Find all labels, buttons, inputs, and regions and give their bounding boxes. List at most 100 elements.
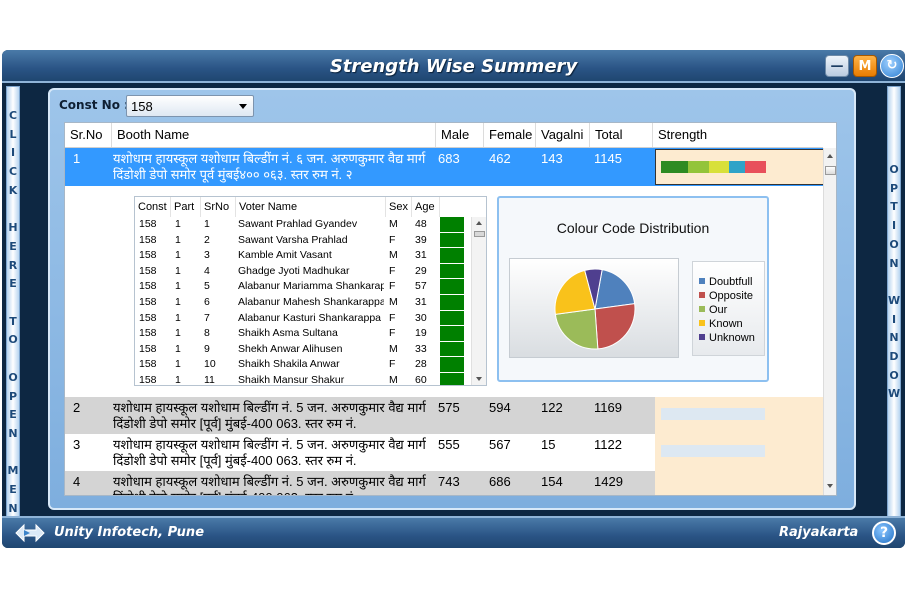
- sidebar-letter: N: [8, 501, 18, 515]
- voter-cell: F: [389, 280, 396, 293]
- sidebar-letter: M: [7, 464, 19, 478]
- voter-col-srno[interactable]: SrNo: [201, 197, 236, 217]
- voter-col-name[interactable]: Voter Name: [236, 197, 386, 217]
- voter-row[interactable]: 158 1 6 Alabanur Mahesh Shankarappa M 31: [135, 295, 471, 311]
- row-srno: 2: [73, 400, 81, 415]
- col-header-srno[interactable]: Sr.No: [65, 123, 112, 147]
- sidebar-letter: T: [9, 314, 17, 328]
- voter-cell: 10: [204, 358, 216, 371]
- voter-status-color: [440, 341, 464, 357]
- voter-cell: 28: [415, 358, 427, 371]
- help-button[interactable]: ?: [872, 521, 896, 545]
- voter-cell: 1: [175, 327, 181, 340]
- voter-row[interactable]: 158 1 8 Shaikh Asma Sultana F 19: [135, 326, 471, 342]
- voter-cell: 158: [139, 342, 157, 355]
- table-row[interactable]: 2 यशोधाम हायस्कूल यशोधाम बिल्डींग नं. 5 …: [65, 397, 823, 434]
- col-header-female[interactable]: Female: [484, 123, 536, 147]
- voter-row[interactable]: 158 1 4 Ghadge Jyoti Madhukar F 29: [135, 263, 471, 280]
- voter-row[interactable]: 158 1 7 Alabanur Kasturi Shankarappa F 30: [135, 310, 471, 327]
- voter-status-color: [440, 357, 464, 372]
- voter-cell: M: [389, 342, 398, 355]
- col-header-booth-name[interactable]: Booth Name: [112, 123, 436, 147]
- voter-status-color: [440, 279, 464, 294]
- voter-status-color: [440, 232, 464, 248]
- voter-col-part[interactable]: Part: [171, 197, 201, 217]
- voter-cell: 6: [204, 296, 210, 308]
- legend-swatch: [699, 334, 705, 340]
- header-divider: [65, 147, 823, 148]
- row-male: 743: [438, 474, 460, 489]
- col-header-male[interactable]: Male: [436, 123, 484, 147]
- pie-slice-known: [554, 269, 596, 315]
- refresh-close-button[interactable]: ↻: [880, 54, 904, 78]
- voter-cell: 57: [415, 280, 427, 293]
- grid-scrollbar[interactable]: [823, 148, 836, 495]
- voter-cell: Sawant Varsha Prahlad: [238, 233, 348, 246]
- voter-cell: Sawant Prahlad Gyandev: [238, 218, 358, 230]
- voter-cell: 1: [204, 218, 210, 230]
- table-row[interactable]: 3 यशोधाम हायस्कूल यशोधाम बिल्डींग नं. 5 …: [65, 434, 823, 471]
- strength-segment: [745, 161, 766, 173]
- voter-status-color: [440, 263, 464, 279]
- sidebar-letter: [7, 444, 19, 463]
- table-row[interactable]: 4 यशोधाम हायस्कूल यशोधाम बिल्डींग नं. 5 …: [65, 471, 823, 495]
- voter-row[interactable]: 158 1 9 Shekh Anwar Alihusen M 33: [135, 341, 471, 358]
- voter-cell: M: [389, 374, 398, 386]
- scroll-up-icon[interactable]: [476, 221, 482, 225]
- voter-scroll-thumb[interactable]: [474, 231, 485, 237]
- row-total: 1122: [594, 437, 622, 452]
- row-female: 567: [489, 437, 511, 452]
- col-header-strength[interactable]: Strength: [653, 123, 823, 147]
- row-total: 1145: [594, 151, 622, 166]
- sidebar-letter: O: [889, 163, 899, 176]
- col-header-vagalni[interactable]: Vagalni: [536, 123, 590, 147]
- booth-grid: Sr.No Booth Name Male Female Vagalni Tot…: [64, 122, 837, 496]
- voter-col-sex[interactable]: Sex: [386, 197, 412, 217]
- maximize-button[interactable]: M: [853, 55, 877, 77]
- voter-cell: Alabanur Mariamma Shankarappa: [238, 280, 384, 293]
- voter-cell: Alabanur Kasturi Shankarappa: [238, 311, 382, 324]
- sidebar-letter: C: [8, 165, 18, 179]
- voter-cell: 1: [175, 249, 181, 262]
- sidebar-letter: H: [8, 221, 18, 235]
- table-row-selected[interactable]: 1 यशोधाम हायस्कूल यशोधाम बिल्डींग नं. ६ …: [65, 148, 827, 186]
- legend-label: Opposite: [709, 290, 754, 302]
- voter-cell: 7: [204, 311, 210, 324]
- sidebar-letter: P: [889, 181, 899, 195]
- scroll-down-icon[interactable]: [827, 484, 833, 488]
- const-select[interactable]: 158: [126, 95, 254, 117]
- unity-logo-icon: [15, 523, 45, 543]
- chevron-down-icon[interactable]: [239, 104, 247, 109]
- voter-col-const[interactable]: Const: [135, 197, 171, 217]
- grid-scroll-thumb[interactable]: [825, 166, 836, 175]
- voter-row[interactable]: 158 1 11 Shaikh Mansur Shakur M 60: [135, 373, 471, 386]
- col-header-total[interactable]: Total: [590, 123, 653, 147]
- voter-col-age[interactable]: Age: [412, 197, 440, 217]
- voter-row[interactable]: 158 1 2 Sawant Varsha Prahlad F 39: [135, 232, 471, 249]
- voter-cell: 39: [415, 233, 427, 246]
- scroll-up-icon[interactable]: [827, 154, 833, 158]
- const-select-value: 158: [131, 99, 153, 114]
- voter-cell: 4: [204, 264, 210, 277]
- voter-row[interactable]: 158 1 1 Sawant Prahlad Gyandev M 48: [135, 217, 471, 233]
- legend-entry: Unknown: [699, 332, 755, 344]
- row-srno: 1: [73, 151, 81, 166]
- sidebar-letter: O: [889, 237, 899, 251]
- voter-cell: F: [389, 264, 396, 277]
- row-female: 462: [489, 151, 511, 166]
- voter-cell: 158: [139, 296, 157, 308]
- legend-entry: Doubtfull: [699, 276, 752, 288]
- voter-row[interactable]: 158 1 5 Alabanur Mariamma Shankarappa F 57: [135, 279, 471, 295]
- sidebar-letter: [7, 294, 19, 313]
- row-total: 1429: [594, 474, 623, 489]
- row-booth-name: यशोधाम हायस्कूल यशोधाम बिल्डींग नं. 5 जन…: [113, 474, 426, 495]
- voter-row[interactable]: 158 1 3 Kamble Amit Vasant M 31: [135, 248, 471, 264]
- voter-row[interactable]: 158 1 10 Shaikh Shakila Anwar F 28: [135, 357, 471, 373]
- scroll-down-icon[interactable]: [476, 377, 482, 381]
- voter-cell: 1: [175, 280, 181, 293]
- minimize-button[interactable]: —: [825, 55, 849, 77]
- voter-cell: 1: [175, 264, 181, 277]
- voter-scrollbar[interactable]: [471, 217, 486, 385]
